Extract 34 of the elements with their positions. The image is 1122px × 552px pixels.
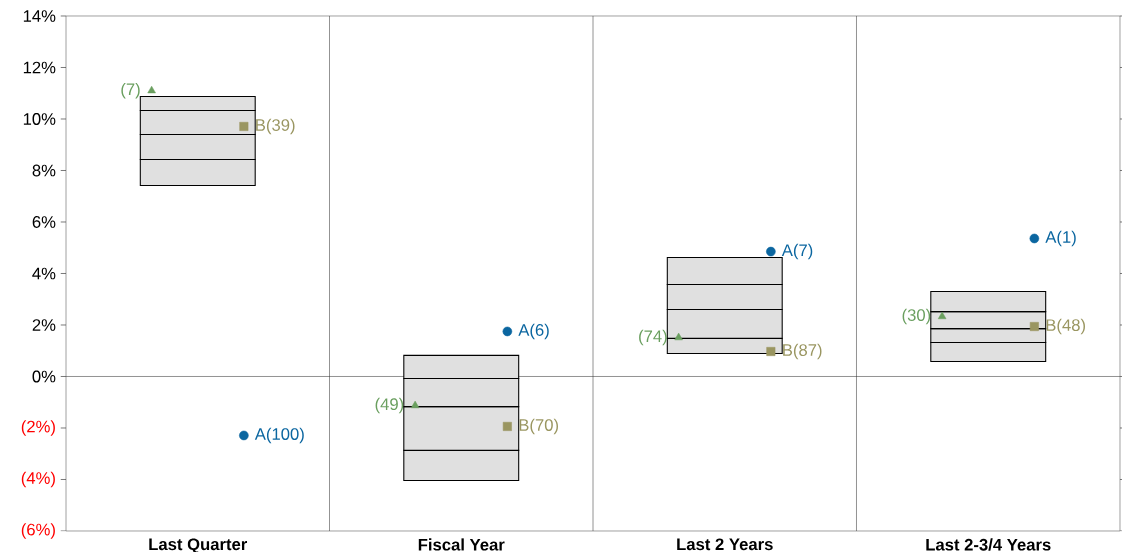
data-label: B(39): [256, 118, 295, 135]
annotation: (74): [639, 329, 667, 346]
data-label: B(70): [519, 418, 559, 435]
y-tick-label: 4%: [32, 267, 56, 280]
y-tick-label: 10%: [23, 113, 56, 125]
point: [502, 421, 512, 431]
point: [239, 121, 249, 131]
data-label: A(1): [1045, 230, 1076, 247]
y-tick-label: (2%): [21, 420, 55, 436]
data-label: B(48): [1046, 318, 1086, 335]
annotation: (30): [902, 308, 931, 325]
y-tick-label: 6%: [32, 216, 56, 228]
y-tick-label: (6%): [21, 523, 55, 539]
annotation: (49): [375, 397, 404, 414]
y-tick-label: 2%: [32, 319, 56, 331]
data-label: B(87): [783, 343, 822, 360]
data-label: A(6): [518, 323, 549, 340]
x-tick-label: Last 2 Years: [677, 538, 773, 551]
y-tick-label: 12%: [23, 61, 56, 74]
x-tick-label: Fiscal Year: [418, 538, 505, 551]
y-tick-label: 14%: [23, 10, 56, 22]
y-tick-label: 0%: [32, 370, 56, 383]
data-label: A(100): [254, 427, 304, 444]
point: [239, 430, 249, 441]
point: [1029, 233, 1040, 244]
point: [1029, 322, 1039, 331]
y-tick-label: 8%: [32, 164, 56, 177]
y-tick-label: (4%): [21, 471, 55, 488]
annotation: (7): [121, 82, 140, 99]
x-tick-label: Last 2-3/4 Years: [926, 538, 1051, 551]
point: [766, 246, 776, 257]
data-label: A(7): [781, 243, 813, 260]
point: [502, 326, 513, 337]
point: [766, 347, 776, 356]
